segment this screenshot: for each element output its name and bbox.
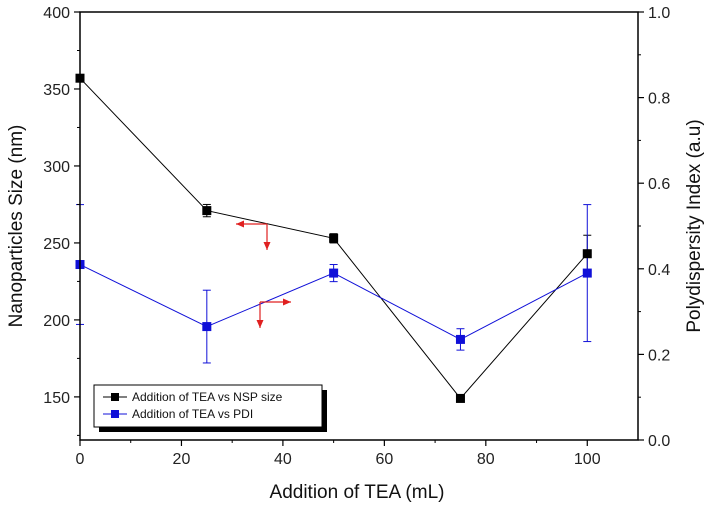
error-bars	[76, 74, 592, 364]
x-axis-title: Addition of TEA (mL)	[270, 482, 445, 503]
legend-marker-series-2	[111, 410, 119, 418]
axis-indicator-arrows	[236, 220, 291, 328]
legend-marker-series-1	[111, 393, 119, 401]
x-tick-label-3: 60	[375, 451, 393, 468]
axes: 0 20 40 60 80 100 150 200 250 300 350 400 0.0 0.2 0.4 0…	[43, 5, 670, 468]
legend-label-series-2: Addition of TEA vs PDI	[132, 407, 253, 421]
x-tick-label-2: 40	[274, 451, 292, 468]
arrow-left-axis-head	[236, 220, 244, 228]
y-left-tick-label-2: 250	[43, 236, 70, 253]
y-left-tick-label-5: 400	[43, 5, 70, 22]
data-point-s2-3	[455, 334, 465, 344]
data-point-s2-4	[582, 268, 592, 278]
y-axis-left-title: Nanoparticles Size (nm)	[6, 125, 27, 328]
data-point-s1-1	[202, 206, 212, 216]
data-point-s1-3	[455, 393, 465, 403]
legend: Addition of TEA vs NSP size Addition of …	[93, 384, 327, 432]
arrow-right-axis-drop-head	[256, 320, 264, 328]
y-right-tick-label-2: 0.4	[648, 262, 670, 279]
x-tick-label-5: 100	[574, 451, 601, 468]
y-left-tick-label-0: 150	[43, 390, 70, 407]
y-right-tick-label-4: 0.8	[648, 91, 670, 108]
y-right-tick-label-3: 0.6	[648, 176, 670, 193]
x-tick-label-4: 80	[477, 451, 495, 468]
data-point-s1-2	[329, 233, 339, 243]
legend-box	[93, 384, 323, 428]
data-point-s1-4	[582, 249, 592, 259]
arrow-left-axis-drop-head	[263, 242, 271, 250]
data-point-s2-2	[329, 268, 339, 278]
legend-label-series-1: Addition of TEA vs NSP size	[132, 390, 283, 404]
y-axis-right-title: Polydispersity Index (a.u)	[684, 119, 705, 332]
data-markers	[75, 73, 592, 403]
x-tick-label-1: 20	[173, 451, 191, 468]
x-tick-label-0: 0	[76, 451, 85, 468]
y-left-tick-label-4: 350	[43, 82, 70, 99]
y-left-tick-label-3: 300	[43, 159, 70, 176]
y-left-tick-label-1: 200	[43, 313, 70, 330]
y-right-tick-label-5: 1.0	[648, 5, 670, 22]
arrow-right-axis-head	[283, 298, 291, 306]
plot-frame	[79, 11, 639, 441]
y-right-tick-label-1: 0.2	[648, 347, 670, 364]
data-point-s2-1	[202, 322, 212, 332]
y-right-tick-label-0: 0.0	[648, 433, 670, 450]
